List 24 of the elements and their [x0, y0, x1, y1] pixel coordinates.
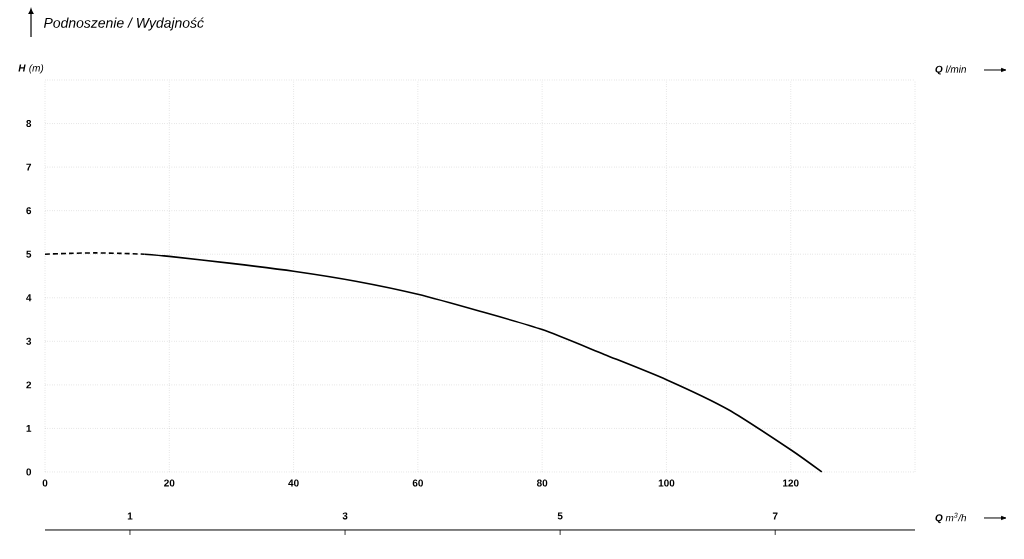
x-tick-label: 20: [164, 479, 175, 487]
x2-axis-title: Q m$^{3}$/h: [935, 512, 967, 524]
y-tick-label: 1: [26, 425, 32, 432]
x-tick-label: 0: [42, 479, 48, 487]
y-tick-label: 5: [26, 250, 32, 258]
y-axis-title: H (m): [18, 64, 44, 74]
x2-tick-label: 1: [127, 512, 133, 520]
y-tick-label: 8: [26, 120, 32, 128]
y-tick-label: 2: [26, 381, 32, 389]
x-tick-label: 80: [536, 479, 548, 487]
x-tick-label: 40: [288, 479, 299, 487]
x2-tick-label: 5: [557, 512, 563, 520]
y-tick-label: 4: [26, 294, 32, 302]
y-tick-label: 7: [26, 163, 32, 171]
y-tick-label: 3: [26, 337, 32, 345]
chart-title: Podnoszenie / Wydajność: [43, 17, 204, 31]
x-tick-label: 120: [783, 479, 799, 487]
x-tick-label: 100: [658, 479, 675, 487]
x2-tick-label: 7: [772, 512, 778, 520]
x-axis-title: Q l/min: [935, 65, 967, 75]
x2-tick-label: 3: [342, 512, 348, 520]
y-tick-label: 0: [26, 468, 32, 476]
x-tick-label: 60: [412, 479, 424, 487]
y-tick-label: 6: [26, 207, 32, 215]
